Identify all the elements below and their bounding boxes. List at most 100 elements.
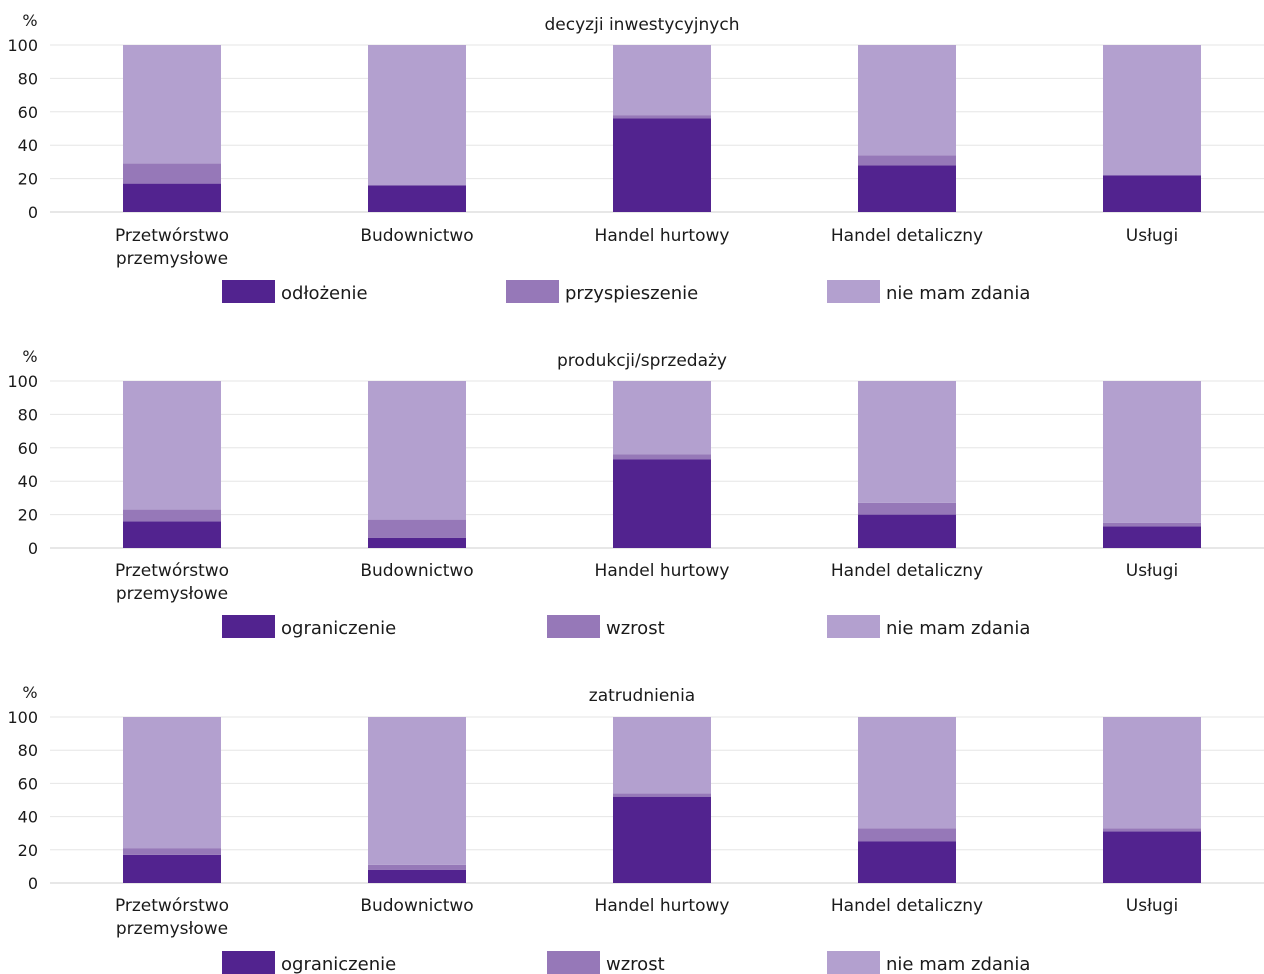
bar-segment	[858, 717, 956, 829]
bar-segment	[613, 118, 711, 212]
x-category-label: Handel detaliczny	[831, 226, 983, 246]
bar-segment	[858, 841, 956, 883]
y-tick-label: 60	[18, 103, 38, 122]
bar-segment	[858, 155, 956, 166]
x-category-label: Handel hurtowy	[595, 896, 730, 916]
bar-segment	[368, 185, 466, 212]
bar-segment	[123, 854, 221, 883]
y-tick-label: 40	[18, 472, 38, 491]
bar-segment	[123, 381, 221, 510]
x-category-label: Handel hurtowy	[595, 226, 730, 246]
bar-segment	[858, 45, 956, 156]
x-category-label: Usługi	[1126, 896, 1178, 916]
bar-segment	[858, 828, 956, 842]
bar-segment	[368, 519, 466, 538]
bar-segment	[613, 454, 711, 460]
bar-segment	[613, 459, 711, 548]
bar-segment	[123, 163, 221, 184]
bar-segment	[368, 869, 466, 883]
chart-title: produkcji/sprzedaży	[557, 351, 727, 371]
x-category-label: Budownictwo	[360, 561, 473, 581]
x-category-label-line: Budownictwo	[360, 561, 473, 581]
bar-segment	[368, 45, 466, 186]
y-tick-label: 100	[7, 372, 38, 391]
bar-segment	[368, 717, 466, 865]
bar-segment	[613, 45, 711, 116]
bar-segment	[368, 537, 466, 548]
x-category-label-line: Usługi	[1126, 896, 1178, 916]
bar-segment	[1103, 45, 1201, 176]
bar-segment	[613, 381, 711, 455]
x-category-label-line: Handel detaliczny	[831, 226, 983, 246]
x-category-label: Usługi	[1126, 226, 1178, 246]
bar-segment	[123, 521, 221, 548]
bar-segment	[123, 45, 221, 164]
bar-segment	[1103, 831, 1201, 883]
legend-label: przyspieszenie	[565, 283, 698, 304]
y-tick-label: 0	[28, 874, 38, 893]
x-category-label-line: Budownictwo	[360, 896, 473, 916]
x-category-label: Przetwórstwo przemysłowe	[115, 896, 229, 939]
legend-swatch	[222, 951, 275, 974]
y-tick-label: 40	[18, 808, 38, 827]
legend-label: ograniczenie	[281, 954, 396, 974]
y-tick-label: 100	[7, 708, 38, 727]
bar-segment	[858, 381, 956, 503]
x-category-label-line: Handel hurtowy	[595, 896, 730, 916]
y-tick-label: 20	[18, 170, 38, 189]
y-tick-label: 40	[18, 136, 38, 155]
bar-segment	[613, 796, 711, 883]
bar-segment	[368, 864, 466, 870]
y-axis-unit: %	[22, 683, 37, 702]
y-axis-unit: %	[22, 347, 37, 366]
bar-segment	[613, 717, 711, 794]
legend-label: nie mam zdania	[886, 954, 1030, 974]
bar-segment	[123, 509, 221, 522]
bar-segment	[1103, 175, 1201, 212]
legend-label: odłożenie	[281, 283, 368, 304]
legend-swatch	[827, 615, 880, 638]
x-category-label: Handel hurtowy	[595, 561, 730, 581]
y-tick-label: 100	[7, 36, 38, 55]
y-tick-label: 80	[18, 741, 38, 760]
x-category-label-line: Handel detaliczny	[831, 561, 983, 581]
bar-segment	[1103, 717, 1201, 829]
bar-segment	[123, 717, 221, 849]
x-category-label-line: Handel detaliczny	[831, 896, 983, 916]
bar-segment	[1103, 522, 1201, 527]
legend-label: nie mam zdania	[886, 283, 1030, 304]
x-category-label: Przetwórstwo przemysłowe	[115, 226, 229, 269]
legend-swatch	[222, 280, 275, 303]
bar-segment	[123, 848, 221, 855]
legend-swatch	[547, 615, 600, 638]
legend-label: ograniczenie	[281, 618, 396, 639]
bar-segment	[613, 115, 711, 119]
x-category-label-line: przemysłowe	[116, 584, 228, 604]
y-tick-label: 0	[28, 539, 38, 558]
x-category-label-line: Usługi	[1126, 226, 1178, 246]
y-tick-label: 20	[18, 841, 38, 860]
x-category-label-line: Przetwórstwo	[115, 561, 229, 581]
y-tick-label: 60	[18, 439, 38, 458]
bar-segment	[858, 165, 956, 212]
y-tick-label: 0	[28, 203, 38, 222]
bar-segment	[613, 793, 711, 797]
bar-segment	[858, 514, 956, 548]
x-category-label-line: Usługi	[1126, 561, 1178, 581]
x-category-label-line: Przetwórstwo	[115, 226, 229, 246]
legend-swatch	[827, 951, 880, 974]
x-category-label: Budownictwo	[360, 896, 473, 916]
x-category-label-line: przemysłowe	[116, 919, 228, 939]
legend-label: nie mam zdania	[886, 618, 1030, 639]
legend-swatch	[222, 615, 275, 638]
bar-segment	[368, 381, 466, 520]
legend-swatch	[547, 951, 600, 974]
x-category-label: Przetwórstwo przemysłowe	[115, 561, 229, 604]
y-axis-unit: %	[22, 11, 37, 30]
x-category-label-line: Handel hurtowy	[595, 561, 730, 581]
legend-label: wzrost	[606, 618, 665, 639]
x-category-label-line: przemysłowe	[116, 249, 228, 269]
y-tick-label: 80	[18, 405, 38, 424]
x-category-label: Handel detaliczny	[831, 561, 983, 581]
